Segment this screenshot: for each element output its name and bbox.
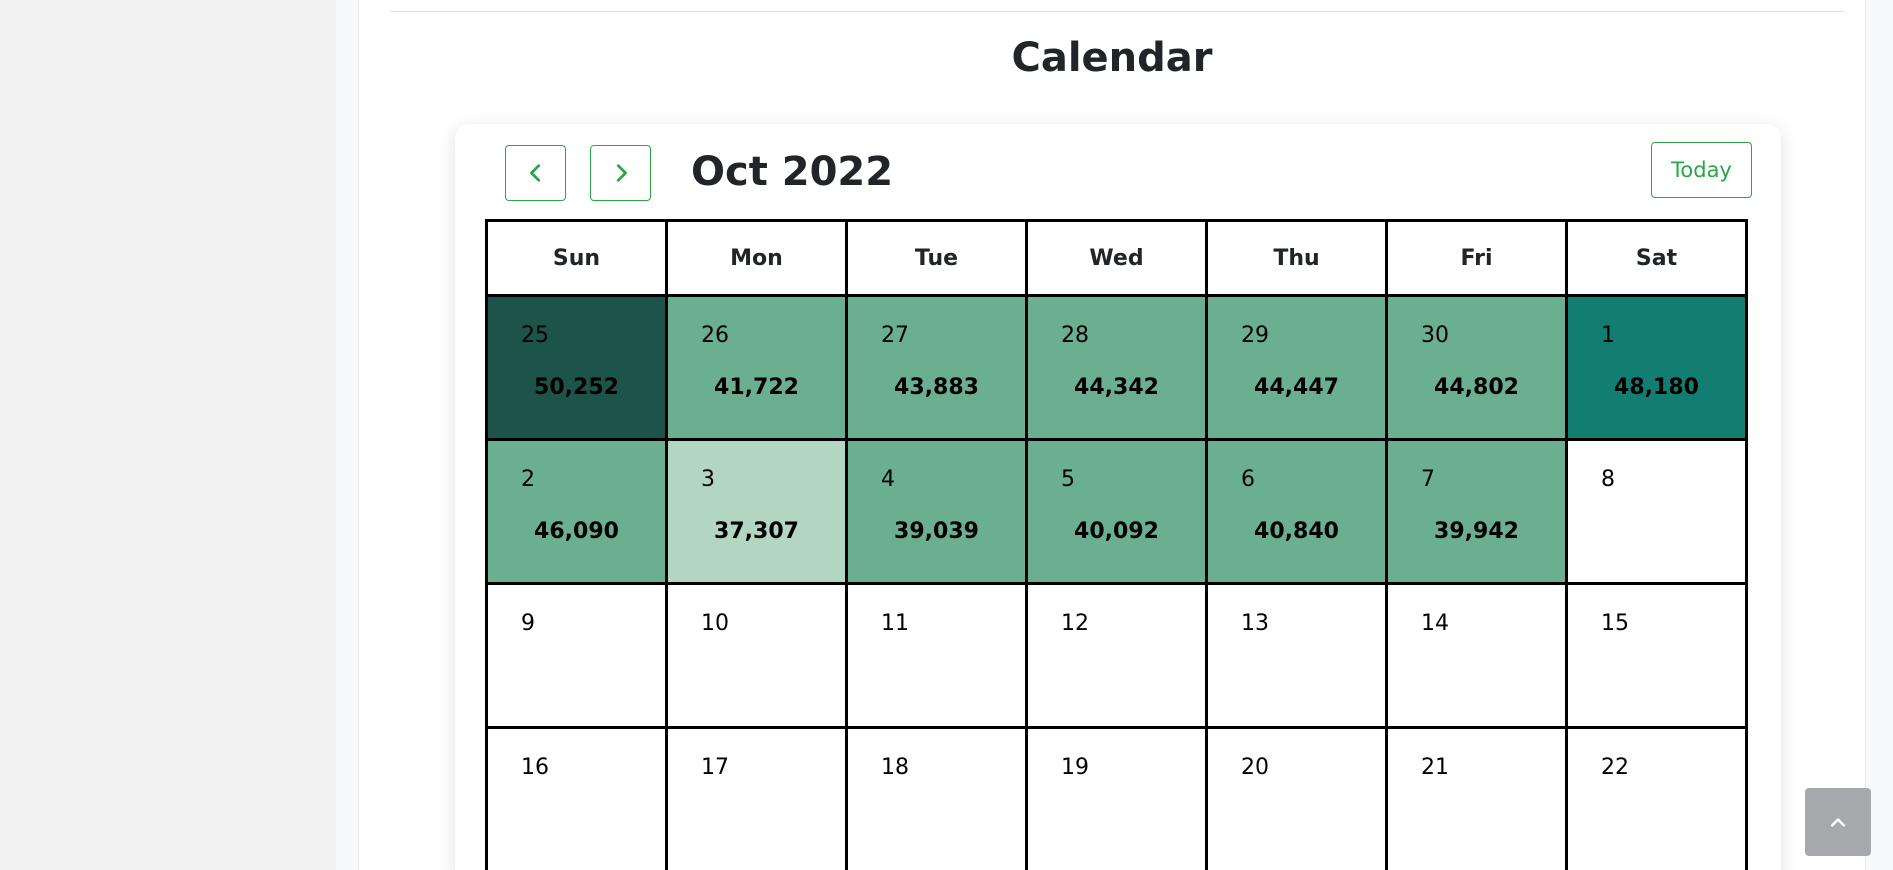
calendar-day-cell[interactable]: 7 39,942: [1385, 438, 1568, 585]
day-number: 11: [881, 611, 909, 636]
day-number: 28: [1061, 323, 1089, 348]
day-number: 5: [1061, 467, 1075, 492]
weekday-header-tue: Tue: [845, 219, 1028, 297]
weekday-header-mon: Mon: [665, 219, 848, 297]
calendar-day-cell[interactable]: 19: [1025, 726, 1208, 870]
calendar-grid: Sun Mon Tue Wed Thu Fri Sat 25 50,252 26 41,722 27…: [485, 219, 1748, 870]
weekday-header-row: Sun Mon Tue Wed Thu Fri Sat: [485, 219, 1748, 297]
content-area: Calendar Oct 2022 Today Sun Mon Tue Wed Thu F…: [336, 0, 1893, 870]
day-number: 26: [701, 323, 729, 348]
chevron-left-icon: [529, 164, 540, 182]
calendar-day-cell[interactable]: 2 46,090: [485, 438, 668, 585]
calendar-week-row: 16 17 18 19 20 21 22: [485, 726, 1748, 870]
day-value: 39,942: [1434, 519, 1519, 544]
calendar-weeks: 25 50,252 26 41,722 27 43,883 28 44,342 29 44,447…: [485, 294, 1748, 870]
day-number: 6: [1241, 467, 1255, 492]
day-value: 43,883: [894, 375, 979, 400]
calendar-day-cell[interactable]: 29 44,447: [1205, 294, 1388, 441]
day-number: 30: [1421, 323, 1449, 348]
day-number: 25: [521, 323, 549, 348]
calendar-day-cell[interactable]: 28 44,342: [1025, 294, 1208, 441]
calendar-day-cell[interactable]: 30 44,802: [1385, 294, 1568, 441]
sidebar: [0, 0, 336, 870]
calendar-day-cell[interactable]: 13: [1205, 582, 1388, 729]
day-number: 21: [1421, 755, 1449, 780]
day-number: 18: [881, 755, 909, 780]
chevron-right-icon: [616, 164, 627, 182]
day-number: 12: [1061, 611, 1089, 636]
calendar-day-cell[interactable]: 4 39,039: [845, 438, 1028, 585]
day-value: 50,252: [534, 375, 619, 400]
day-number: 8: [1601, 467, 1615, 492]
weekday-header-thu: Thu: [1205, 219, 1388, 297]
weekday-header-fri: Fri: [1385, 219, 1568, 297]
day-number: 3: [701, 467, 715, 492]
day-number: 9: [521, 611, 535, 636]
calendar-day-cell[interactable]: 11: [845, 582, 1028, 729]
day-value: 40,092: [1074, 519, 1159, 544]
calendar-day-cell[interactable]: 12: [1025, 582, 1208, 729]
month-title: Oct 2022: [691, 149, 894, 195]
day-number: 17: [701, 755, 729, 780]
calendar-week-row: 2 46,090 3 37,307 4 39,039 5 40,092 6 40,840 7 39,9…: [485, 438, 1748, 585]
calendar-day-cell[interactable]: 15: [1565, 582, 1748, 729]
day-number: 14: [1421, 611, 1449, 636]
day-number: 7: [1421, 467, 1435, 492]
calendar-day-cell[interactable]: 3 37,307: [665, 438, 848, 585]
day-number: 10: [701, 611, 729, 636]
day-value: 44,342: [1074, 375, 1159, 400]
calendar-day-cell[interactable]: 21: [1385, 726, 1568, 870]
calendar-day-cell[interactable]: 1 48,180: [1565, 294, 1748, 441]
calendar-week-row: 25 50,252 26 41,722 27 43,883 28 44,342 29 44,447…: [485, 294, 1748, 441]
prev-month-button[interactable]: [505, 145, 566, 201]
calendar-day-cell[interactable]: 22: [1565, 726, 1748, 870]
day-value: 46,090: [534, 519, 619, 544]
calendar-day-cell[interactable]: 8: [1565, 438, 1748, 585]
day-value: 41,722: [714, 375, 799, 400]
day-value: 44,802: [1434, 375, 1519, 400]
day-number: 29: [1241, 323, 1269, 348]
today-button[interactable]: Today: [1651, 142, 1752, 198]
calendar-day-cell[interactable]: 10: [665, 582, 848, 729]
day-number: 2: [521, 467, 535, 492]
calendar-day-cell[interactable]: 5 40,092: [1025, 438, 1208, 585]
main-card: Calendar Oct 2022 Today Sun Mon Tue Wed Thu F…: [358, 0, 1866, 870]
calendar-day-cell[interactable]: 9: [485, 582, 668, 729]
calendar-week-row: 9 10 11 12 13 14 15: [485, 582, 1748, 729]
calendar-day-cell[interactable]: 26 41,722: [665, 294, 848, 441]
day-value: 48,180: [1614, 375, 1699, 400]
next-month-button[interactable]: [590, 145, 651, 201]
day-value: 37,307: [714, 519, 799, 544]
day-number: 20: [1241, 755, 1269, 780]
day-number: 4: [881, 467, 895, 492]
calendar-day-cell[interactable]: 17: [665, 726, 848, 870]
divider: [390, 11, 1844, 12]
weekday-header-sat: Sat: [1565, 219, 1748, 297]
day-number: 15: [1601, 611, 1629, 636]
calendar-day-cell[interactable]: 27 43,883: [845, 294, 1028, 441]
day-number: 19: [1061, 755, 1089, 780]
scroll-to-top-button[interactable]: [1805, 788, 1871, 856]
calendar-day-cell[interactable]: 20: [1205, 726, 1388, 870]
calendar-day-cell[interactable]: 25 50,252: [485, 294, 668, 441]
calendar-day-cell[interactable]: 16: [485, 726, 668, 870]
day-value: 39,039: [894, 519, 979, 544]
day-number: 22: [1601, 755, 1629, 780]
day-value: 40,840: [1254, 519, 1339, 544]
day-number: 16: [521, 755, 549, 780]
chevron-up-icon: [1830, 818, 1846, 827]
day-number: 1: [1601, 323, 1615, 348]
weekday-header-sun: Sun: [485, 219, 668, 297]
weekday-header-wed: Wed: [1025, 219, 1208, 297]
calendar-day-cell[interactable]: 18: [845, 726, 1028, 870]
calendar-card: Oct 2022 Today Sun Mon Tue Wed Thu Fri Sat 25 5…: [455, 124, 1781, 870]
page-title: Calendar: [1011, 35, 1213, 81]
day-number: 13: [1241, 611, 1269, 636]
calendar-day-cell[interactable]: 14: [1385, 582, 1568, 729]
calendar-day-cell[interactable]: 6 40,840: [1205, 438, 1388, 585]
day-number: 27: [881, 323, 909, 348]
day-value: 44,447: [1254, 375, 1339, 400]
